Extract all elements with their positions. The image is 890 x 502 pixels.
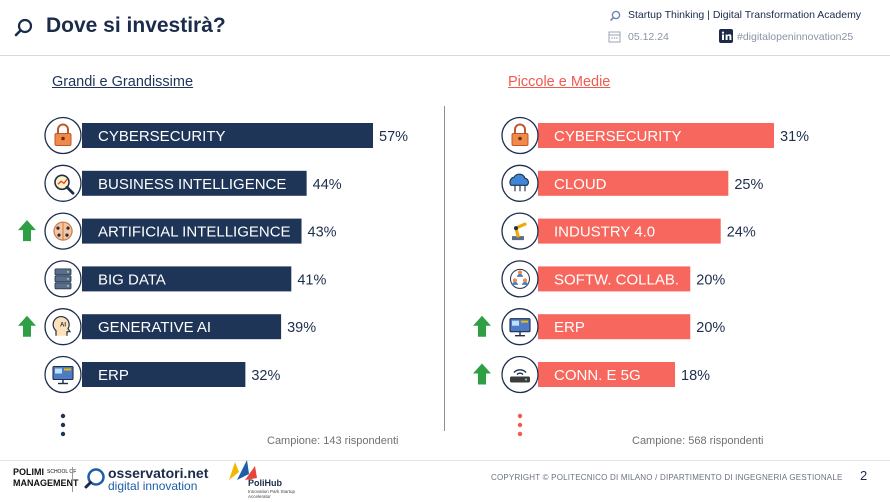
value-label: 18% [681, 368, 710, 384]
arrow-up-icon [473, 363, 491, 385]
bar-industry-4-0 [538, 218, 721, 244]
arrow-up-icon [473, 315, 491, 337]
category-label: ERP [98, 367, 129, 384]
category-label: CYBERSECURITY [554, 128, 682, 145]
bar-cloud [538, 170, 729, 196]
category-label: INDUSTRY 4.0 [554, 224, 655, 241]
page-number: 2 [860, 468, 868, 483]
bar-artificial-intelligence [82, 218, 302, 244]
erp-monitor-icon [509, 318, 531, 337]
polihub-logo: PoliHub [248, 478, 282, 488]
osservatori-logo-sub: digital innovation [108, 479, 198, 493]
value-label: 20% [696, 320, 725, 336]
value-label: 24% [727, 225, 756, 241]
logo-separator [72, 467, 73, 492]
category-label: ARTIFICIAL INTELLIGENCE [98, 224, 291, 241]
robot-arm-icon [512, 222, 527, 241]
calendar-icon [608, 30, 621, 48]
category-label: BIG DATA [98, 271, 166, 288]
search-icon [609, 9, 621, 27]
bar-business-intelligence [82, 170, 307, 196]
search-icon [14, 18, 34, 43]
bar-cybersecurity [82, 123, 373, 148]
icon-badge [501, 355, 539, 394]
osservatori-logo: osservatori.net [108, 465, 209, 481]
event-date: 05.12.24 [628, 31, 669, 43]
chart-divider [444, 106, 445, 431]
copyright-text: COPYRIGHT © POLITECNICO DI MILANO / DIPA… [491, 473, 843, 482]
icon-badge [501, 212, 539, 250]
server-rack-icon [54, 268, 72, 290]
sample-size-left: Campione: 143 rispondenti [267, 435, 399, 447]
svg-text:AI: AI [60, 323, 66, 329]
ellipsis-dot [60, 431, 66, 437]
category-label: CLOUD [554, 176, 607, 193]
value-label: 41% [297, 272, 326, 288]
sample-size-right: Campione: 568 rispondenti [632, 435, 764, 447]
category-label: CONN. E 5G [554, 367, 641, 384]
page-title: Dove si investirà? [46, 14, 226, 37]
category-label: SOFTW. COLLAB. [554, 271, 679, 288]
value-label: 44% [313, 177, 342, 193]
bar-softw-collab- [538, 266, 691, 292]
category-label: ERP [554, 319, 585, 336]
ai-head-icon: AI [52, 316, 72, 336]
brain-circuit-icon [53, 221, 73, 241]
ellipsis-dot [60, 422, 66, 428]
lock-icon [54, 123, 72, 146]
polihub-logo-icon [225, 458, 261, 489]
ellipsis-dot [60, 413, 66, 419]
value-label: 57% [379, 129, 408, 145]
polimi-logo: POLIMI MANAGEMENT [13, 467, 79, 488]
bar-erp [538, 314, 691, 340]
value-label: 39% [287, 320, 316, 336]
left-chart-title: Grandi e Grandissime [52, 74, 194, 90]
arrow-up-icon [18, 315, 36, 337]
value-label: 32% [251, 368, 280, 384]
ellipsis-dot [517, 413, 523, 419]
polimi-logo-sub: SCHOOL OF [47, 469, 77, 475]
icon-badge [501, 260, 539, 298]
magnifier-chart-icon [54, 174, 75, 195]
polihub-logo-sub: Innovation Park Startup Accelerator [248, 489, 296, 499]
category-label: GENERATIVE AI [98, 319, 211, 336]
category-label: BUSINESS INTELLIGENCE [98, 176, 286, 193]
ellipsis-dot [517, 422, 523, 428]
lock-icon [511, 123, 529, 146]
hashtag-link[interactable]: #digitalopeninnovation25 [737, 31, 854, 43]
event-title: Startup Thinking | Digital Transformatio… [628, 9, 862, 21]
wifi-router-icon [510, 369, 530, 383]
footer-divider [0, 460, 890, 461]
erp-monitor-icon [52, 365, 74, 385]
value-label: 43% [308, 225, 337, 241]
osservatori-logo-icon [84, 467, 106, 494]
arrow-up-icon [18, 220, 36, 242]
cloud-icon [509, 173, 529, 192]
bar-cybersecurity [538, 123, 774, 148]
header-divider [0, 55, 890, 56]
value-label: 31% [780, 129, 809, 145]
category-label: CYBERSECURITY [98, 128, 226, 145]
value-label: 25% [734, 177, 763, 193]
value-label: 20% [696, 272, 725, 288]
bar-big-data [82, 266, 292, 292]
team-collab-icon [510, 268, 530, 289]
ellipsis-dot [517, 431, 523, 437]
right-chart-title: Piccole e Medie [508, 74, 611, 90]
bar-erp [82, 362, 246, 387]
linkedin-icon[interactable] [719, 29, 733, 48]
bar-conn-e-5g [538, 362, 676, 387]
bar-generative-ai [82, 314, 282, 340]
